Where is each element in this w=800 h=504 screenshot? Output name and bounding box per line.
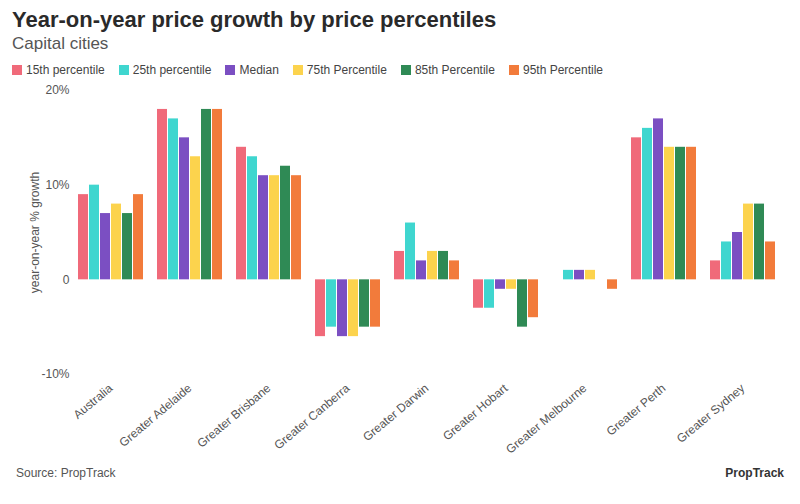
- svg-text:Greater Perth: Greater Perth: [604, 381, 669, 438]
- svg-text:Greater Sydney: Greater Sydney: [674, 381, 747, 446]
- html-text:Capital cities: Capital cities: [12, 34, 109, 53]
- svg-text:Greater Adelaide: Greater Adelaide: [116, 381, 194, 450]
- html-text:Median: Median: [239, 63, 279, 77]
- html-text:Source: PropTrack: Source: PropTrack: [16, 466, 116, 480]
- html-text:95th Percentile: 95th Percentile: [523, 63, 603, 77]
- svg-text:Greater Hobart: Greater Hobart: [440, 381, 511, 444]
- html-text:25th percentile: 25th percentile: [132, 63, 212, 77]
- svg-text:10%: 10%: [45, 178, 69, 192]
- svg-text:-10%: -10%: [41, 367, 69, 381]
- svg-text:Australia: Australia: [71, 381, 116, 422]
- svg-text:Greater Melbourne: Greater Melbourne: [503, 381, 589, 457]
- html-text:PropTrack: PropTrack: [725, 466, 784, 480]
- svg-text:Greater Darwin: Greater Darwin: [360, 381, 431, 444]
- svg-text:Greater Canberra: Greater Canberra: [271, 381, 352, 452]
- html-text:Year-on-year price growth by p: Year-on-year price growth by price perce…: [12, 7, 497, 32]
- html-text:85th Percentile: 85th Percentile: [414, 63, 495, 77]
- svg-text:20%: 20%: [45, 83, 69, 97]
- html-text:75th Percentile: 75th Percentile: [306, 63, 387, 77]
- svg-text:Greater Brisbane: Greater Brisbane: [194, 381, 273, 451]
- html-text:15th percentile: 15th percentile: [26, 63, 105, 77]
- svg-text:year-on-year % growth: year-on-year % growth: [28, 172, 42, 293]
- svg-text:0: 0: [63, 273, 70, 287]
